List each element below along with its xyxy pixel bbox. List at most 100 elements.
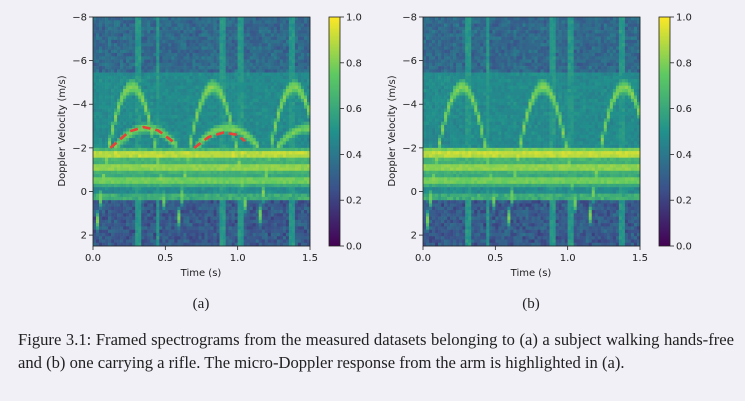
heatmap-cell <box>117 131 121 136</box>
heatmap-cell <box>240 26 244 31</box>
heatmap-cell <box>180 219 184 224</box>
heatmap-cell <box>183 183 187 188</box>
heatmap-cell <box>183 223 187 227</box>
heatmap-cell <box>225 98 229 103</box>
heatmap-cell <box>93 46 97 51</box>
heatmap-cell <box>249 111 254 116</box>
heatmap-cell <box>249 239 254 244</box>
heatmap-cell <box>216 56 220 60</box>
heatmap-cell <box>285 115 290 119</box>
heatmap-cell <box>156 72 160 77</box>
heatmap-cell <box>147 108 151 113</box>
heatmap-cell <box>240 98 244 103</box>
heatmap-cell <box>213 187 217 191</box>
heatmap-cell <box>234 196 238 201</box>
heatmap-cell <box>156 200 160 204</box>
heatmap-cell <box>153 187 157 191</box>
heatmap-cell <box>243 236 247 240</box>
heatmap-cell <box>171 79 175 83</box>
heatmap-cell <box>219 59 223 64</box>
heatmap-cell <box>228 52 232 57</box>
heatmap-cell <box>108 115 112 119</box>
heatmap-cell <box>207 170 211 175</box>
heatmap-cell <box>135 203 139 208</box>
heatmap-cell <box>225 141 229 145</box>
heatmap-cell <box>132 26 136 31</box>
heatmap-cell <box>162 85 166 90</box>
heatmap-cell <box>213 160 217 165</box>
heatmap-cell <box>102 174 106 178</box>
heatmap-cell <box>186 72 190 77</box>
heatmap-cell <box>144 23 148 28</box>
heatmap-cell <box>111 196 115 201</box>
heatmap-cell <box>147 174 151 178</box>
heatmap-cell <box>171 46 175 51</box>
heatmap-cell <box>126 200 130 204</box>
heatmap-cell <box>174 141 178 145</box>
heatmap-cell <box>267 131 272 136</box>
heatmap-cell <box>222 46 226 51</box>
heatmap-cell <box>159 203 163 208</box>
heatmap-cell <box>102 200 106 204</box>
heatmap-cell <box>189 62 193 67</box>
heatmap-cell <box>288 79 293 83</box>
heatmap-cell <box>159 174 163 178</box>
heatmap-cell <box>252 180 257 185</box>
heatmap-cell <box>189 190 193 194</box>
heatmap-cell <box>150 210 154 214</box>
heatmap-cell <box>201 229 205 234</box>
heatmap-cell <box>99 56 103 60</box>
heatmap-cell <box>222 219 226 224</box>
heatmap-cell <box>111 242 115 247</box>
heatmap-cell <box>168 85 172 90</box>
heatmap-cell <box>237 144 241 149</box>
heatmap-cell <box>204 108 208 113</box>
heatmap-cell <box>183 39 187 44</box>
heatmap-cell <box>213 33 217 37</box>
heatmap-cell <box>216 196 220 201</box>
heatmap-cell <box>219 33 223 37</box>
heatmap-cell <box>111 62 115 67</box>
heatmap-cell <box>135 206 139 211</box>
heatmap-cell <box>141 174 145 178</box>
heatmap-cell <box>270 85 275 90</box>
heatmap-cell <box>252 79 257 83</box>
heatmap-cell <box>135 167 139 172</box>
heatmap-cell <box>300 56 305 60</box>
heatmap-cell <box>225 160 229 165</box>
heatmap-cell <box>249 160 254 165</box>
heatmap-cell <box>201 177 205 181</box>
heatmap-cell <box>204 164 208 168</box>
heatmap-cell <box>105 226 109 230</box>
heatmap-cell <box>228 118 232 122</box>
heatmap-cell <box>216 46 220 51</box>
heatmap-cell <box>228 229 232 234</box>
heatmap-cell <box>171 144 175 149</box>
heatmap-cell <box>225 49 229 54</box>
heatmap-cell <box>129 154 133 158</box>
heatmap-cell <box>279 180 284 185</box>
heatmap-cell <box>207 88 211 93</box>
heatmap-cell <box>162 88 166 93</box>
heatmap-cell <box>201 52 205 57</box>
heatmap-cell <box>225 69 229 73</box>
heatmap-cell <box>159 213 163 217</box>
heatmap-cell <box>282 59 287 64</box>
heatmap-cell <box>132 151 136 155</box>
heatmap-cell <box>237 26 241 31</box>
heatmap-cell <box>156 242 160 247</box>
heatmap-cell <box>198 39 202 44</box>
heatmap-cell <box>297 180 302 185</box>
heatmap-cell <box>186 200 190 204</box>
heatmap-cell <box>150 164 154 168</box>
heatmap-cell <box>99 79 103 83</box>
heatmap-cell <box>132 177 136 181</box>
heatmap-cell <box>231 56 235 60</box>
heatmap-cell <box>291 213 296 217</box>
heatmap-cell <box>198 105 202 109</box>
heatmap-cell <box>180 144 184 149</box>
heatmap-cell <box>240 128 244 132</box>
heatmap-cell <box>303 115 308 119</box>
heatmap-cell <box>270 180 275 185</box>
heatmap-cell <box>195 111 199 116</box>
